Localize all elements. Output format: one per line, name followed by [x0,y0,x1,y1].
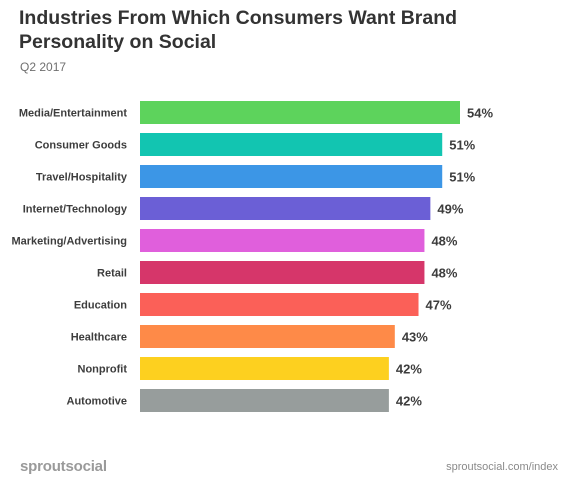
value-label-education: 47% [426,298,452,313]
category-label-education: Education [74,300,127,312]
value-label-internet-technology: 49% [437,202,463,217]
value-label-healthcare: 43% [402,330,428,345]
bar-retail [140,261,425,284]
bar-internet-technology [140,197,431,220]
value-label-marketing-advertising: 48% [431,234,457,249]
bar-consumer-goods [140,133,443,156]
value-label-retail: 48% [431,266,457,281]
category-label-retail: Retail [97,268,127,280]
category-label-internet-technology: Internet/Technology [23,204,128,216]
bar-automotive [140,389,389,412]
value-label-media-entertainment: 54% [467,106,493,121]
value-label-travel-hospitality: 51% [449,170,475,185]
value-label-nonprofit: 42% [396,362,422,377]
value-label-consumer-goods: 51% [449,138,475,153]
bar-travel-hospitality [140,165,443,188]
chart-title: Industries From Which Consumers Want Bra… [19,7,458,53]
chart-subtitle: Q2 2017 [20,60,67,74]
category-label-consumer-goods: Consumer Goods [35,140,127,152]
category-label-healthcare: Healthcare [71,332,127,344]
source-url: sproutsocial.com/index [446,461,558,473]
value-label-automotive: 42% [396,394,422,409]
bar-healthcare [140,325,395,348]
sproutsocial-logo: sproutsocial [20,458,107,475]
bar-marketing-advertising [140,229,425,252]
category-label-media-entertainment: Media/Entertainment [19,108,128,120]
category-label-nonprofit: Nonprofit [78,364,128,376]
bar-education [140,293,419,316]
bar-media-entertainment [140,101,460,124]
bar-nonprofit [140,357,389,380]
category-label-automotive: Automotive [67,396,128,408]
category-label-marketing-advertising: Marketing/Advertising [11,236,127,248]
category-label-travel-hospitality: Travel/Hospitality [36,172,128,184]
